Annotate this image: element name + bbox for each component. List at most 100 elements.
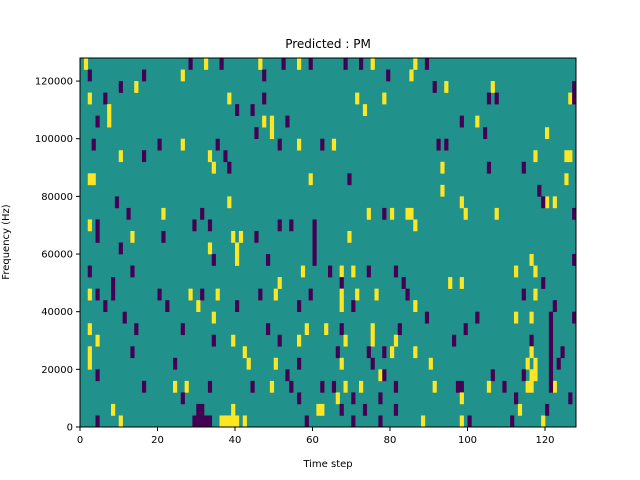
heatmap-cell-low — [556, 357, 561, 370]
heatmap-cell-low — [235, 300, 240, 312]
heatmap-cell-high — [215, 288, 220, 301]
heatmap-cell-high — [238, 230, 244, 243]
heatmap-cell-high — [262, 115, 267, 128]
heatmap-cell-high — [405, 207, 410, 220]
heatmap-cell-low — [359, 58, 364, 70]
heatmap-cell-high — [533, 265, 538, 278]
heatmap-cell-high — [161, 207, 166, 220]
heatmap-cell-low — [289, 380, 294, 393]
heatmap-cell-high — [297, 58, 302, 70]
heatmap-cell-low — [173, 357, 178, 370]
heatmap-cell-low — [572, 92, 577, 105]
heatmap-cell-low — [200, 403, 205, 416]
heatmap-cell-high — [235, 254, 240, 266]
heatmap-cell-high — [87, 346, 92, 359]
heatmap-cell-low — [351, 415, 356, 428]
heatmap-cell-high — [533, 369, 538, 382]
heatmap-cell-high — [428, 357, 433, 370]
heatmap-cell-low — [393, 403, 399, 416]
heatmap-cell-high — [393, 334, 399, 347]
heatmap-cell-low — [304, 415, 309, 428]
heatmap-cell-high — [533, 288, 538, 301]
heatmap-cell-high — [339, 357, 344, 370]
heatmap-cell-high — [355, 92, 360, 105]
heatmap-cell-high — [359, 380, 364, 393]
heatmap-cell-high — [339, 288, 344, 301]
heatmap-cell-low — [130, 265, 135, 278]
heatmap-cell-high — [459, 392, 464, 405]
heatmap-cell-low — [262, 92, 267, 105]
heatmap-cell-low — [103, 92, 108, 105]
heatmap-cell-high — [269, 380, 275, 393]
heatmap-cell-low — [455, 380, 461, 393]
heatmap-cell-low — [320, 138, 325, 151]
heatmap-cell-high — [219, 415, 224, 428]
heatmap-cell-low — [192, 219, 197, 232]
heatmap-cell-high — [204, 58, 209, 70]
heatmap-cell-low — [378, 392, 383, 405]
heatmap-cell-low — [114, 196, 120, 209]
heatmap-cell-low — [95, 415, 100, 428]
heatmap-cell-high — [514, 265, 519, 278]
heatmap-cell-low — [386, 69, 391, 82]
heatmap-cell-low — [572, 254, 577, 266]
heatmap-cell-high — [370, 323, 375, 336]
heatmap-cell-low — [459, 380, 464, 393]
heatmap-cell-high — [207, 242, 213, 255]
heatmap-cell-low — [142, 69, 147, 82]
heatmap-cell-high — [227, 92, 232, 105]
x-tick-label: 20 — [151, 435, 164, 446]
heatmap-cell-high — [273, 357, 278, 370]
heatmap-cell-low — [362, 403, 368, 416]
heatmap-cell-low — [339, 403, 344, 416]
heatmap-cell-low — [281, 58, 286, 70]
heatmap-cell-high — [331, 138, 337, 151]
heatmap-cell-high — [459, 415, 464, 428]
heatmap-cell-high — [490, 81, 495, 93]
heatmap-cell-high — [188, 288, 193, 301]
heatmap-cell-low — [393, 380, 399, 393]
heatmap-cell-low — [548, 380, 554, 393]
heatmap-cell-low — [459, 115, 464, 128]
heatmap-cell-high — [180, 138, 185, 151]
heatmap-cell-high — [231, 415, 236, 428]
heatmap-cell-high — [545, 196, 550, 209]
heatmap-cell-low — [366, 346, 371, 359]
heatmap-cell-low — [521, 288, 526, 301]
heatmap-cell-low — [560, 346, 565, 359]
heatmap-cell-high — [541, 415, 546, 428]
y-axis: 0 20000 40000 60000 80000 100000 120000 — [35, 77, 80, 434]
heatmap-cell-low — [339, 277, 344, 289]
y-tick-label: 120000 — [35, 77, 73, 88]
heatmap-cell-low — [91, 138, 96, 151]
heatmap-cell-high — [343, 334, 348, 347]
heatmap-cell-high — [87, 323, 92, 336]
heatmap-cell-low — [87, 265, 92, 278]
heatmap-cell-low — [219, 58, 224, 70]
y-tick-label: 0 — [67, 423, 73, 434]
heatmap-cell-low — [541, 196, 546, 209]
x-tick-label: 60 — [306, 435, 319, 446]
heatmap-cell-high — [390, 346, 395, 359]
heatmap-cell-low — [397, 323, 402, 336]
heatmap-cell-low — [572, 207, 577, 220]
heatmap-cell-high — [130, 230, 135, 243]
chart-title: Predicted : PM — [285, 37, 371, 51]
heatmap-cell-high — [409, 207, 414, 220]
heatmap-cell-low — [95, 115, 100, 128]
heatmap-cell-high — [370, 58, 375, 70]
heatmap-cell-low — [207, 415, 213, 428]
heatmap-cell-low — [572, 311, 577, 324]
heatmap-cell-low — [370, 357, 375, 370]
heatmap-cell-high — [552, 196, 557, 209]
heatmap-cell-low — [235, 104, 240, 116]
heatmap-cell-high — [413, 300, 418, 312]
heatmap-cell-high — [517, 403, 523, 416]
heatmap-cell-low — [502, 380, 507, 393]
plot-area — [79, 57, 577, 428]
heatmap-cell-low — [200, 207, 205, 220]
heatmap-background — [80, 58, 576, 427]
heatmap-cell-high — [246, 357, 251, 370]
heatmap-cell-high — [564, 173, 569, 186]
heatmap-cell-low — [312, 242, 317, 255]
